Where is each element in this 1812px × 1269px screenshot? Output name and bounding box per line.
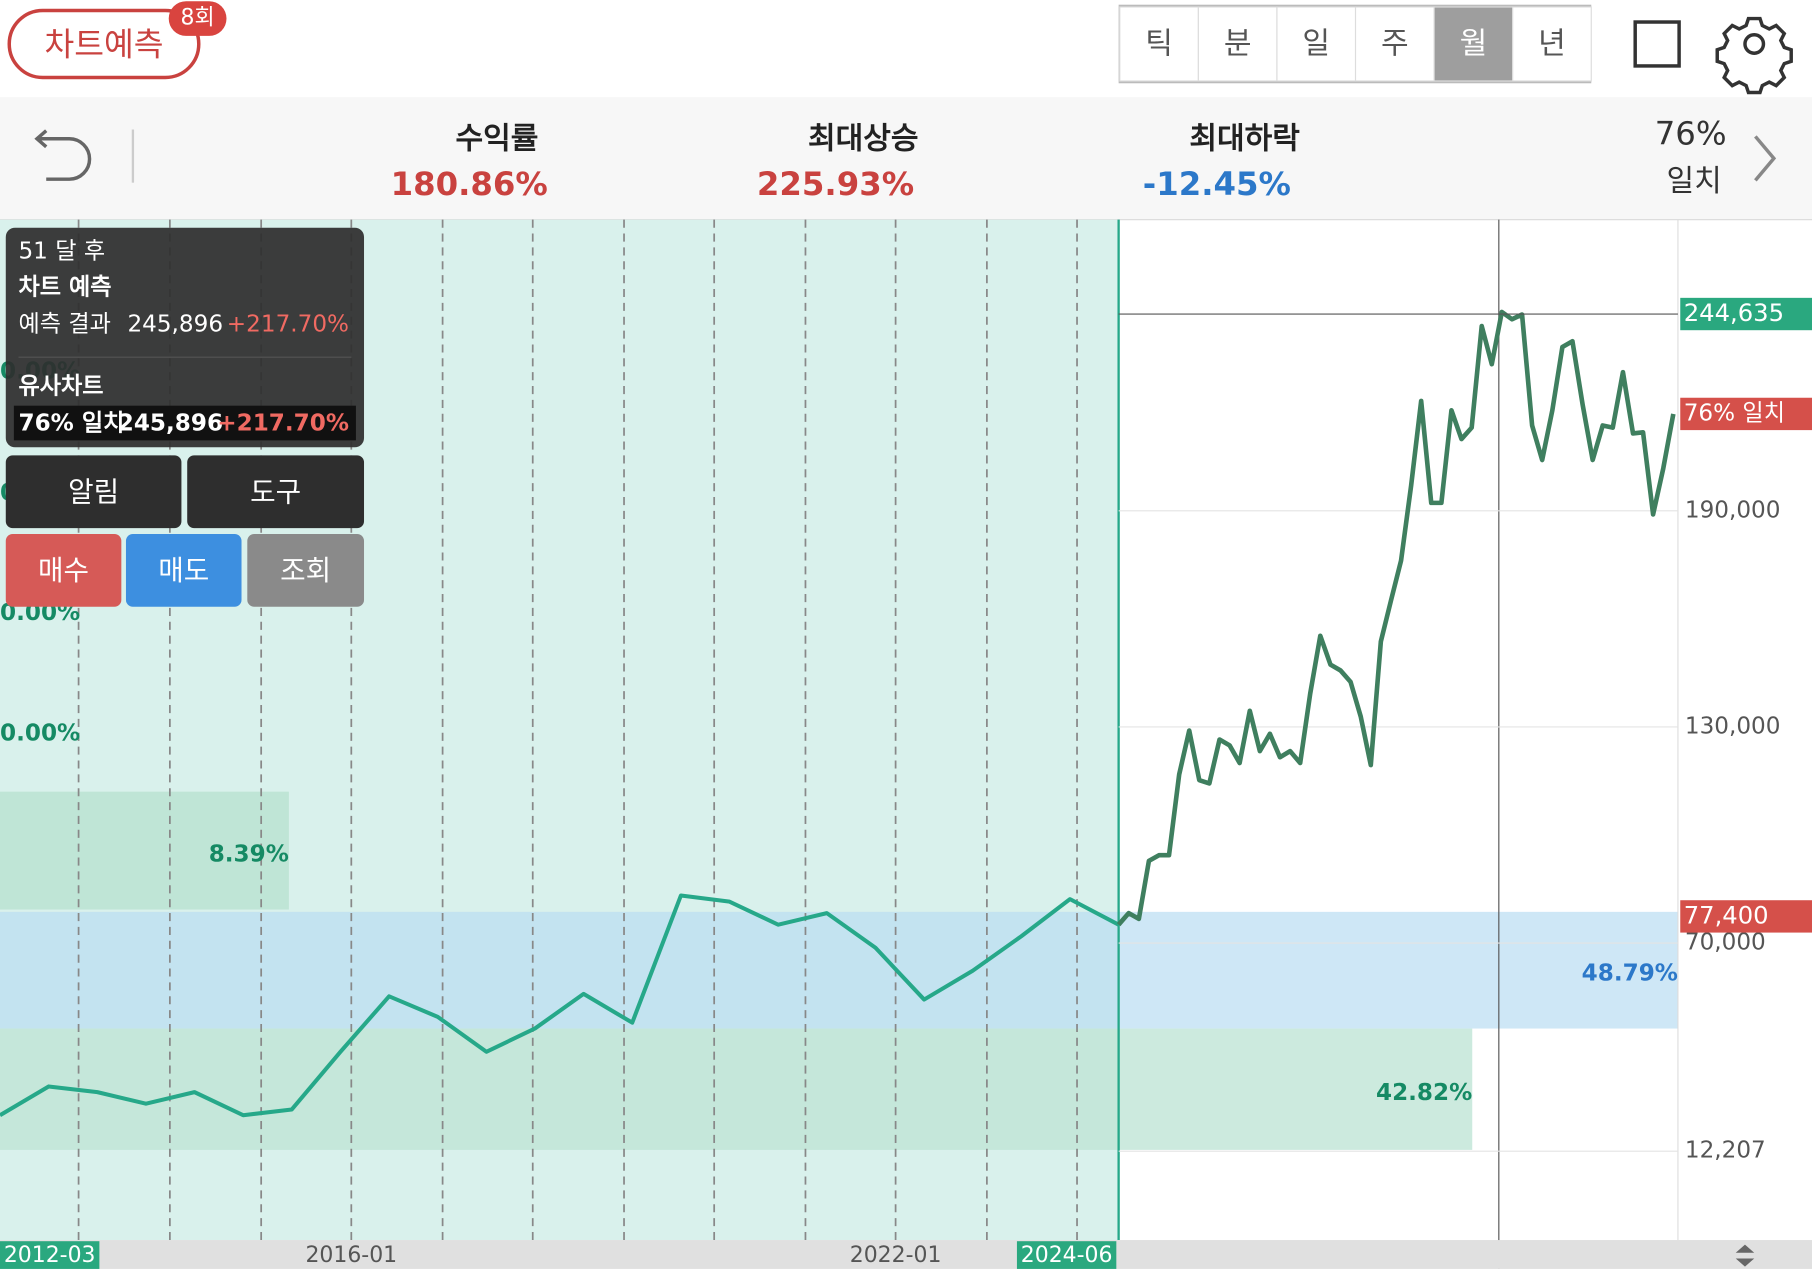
band — [0, 791, 289, 910]
tab[interactable] — [1276, 6, 1357, 82]
badge-label: 8회 — [181, 6, 215, 31]
band — [0, 1028, 1473, 1150]
settings-icon[interactable] — [1715, 16, 1793, 95]
action-button[interactable] — [247, 533, 365, 607]
panel-label: 76% 일치 — [18, 411, 124, 437]
tab-label: 월 — [1460, 27, 1488, 62]
predict-button-label: 차트예측 — [44, 25, 163, 63]
y-tick-label: 130,000 — [1685, 713, 1781, 739]
y-tick-label: 70,000 — [1685, 930, 1766, 956]
match-tag-label: 76% 일치 — [1684, 400, 1785, 426]
tab-label: 일 — [1302, 27, 1330, 62]
date-label: 2022-01 — [850, 1243, 942, 1268]
tab[interactable] — [1512, 6, 1592, 82]
tab-label: 주 — [1381, 27, 1409, 62]
fullscreen-icon[interactable] — [1633, 20, 1681, 68]
date-label: 2024-06 — [1021, 1243, 1113, 1268]
stats-bar — [0, 97, 1812, 220]
panel-row — [13, 405, 356, 441]
band-label: 48.79% — [1582, 961, 1678, 987]
action-button-label: 알림 — [68, 476, 119, 509]
tab-label: 년 — [1538, 27, 1566, 62]
price-tag-label: 244,635 — [1684, 298, 1784, 327]
stat-value: -12.45% — [1143, 165, 1291, 203]
zero-label: 0.00% — [0, 720, 80, 746]
info-panel — [5, 227, 365, 448]
action-button-label: 도구 — [250, 476, 301, 509]
date-tag — [0, 1241, 100, 1269]
date-label: 2012-03 — [4, 1243, 96, 1268]
tab-label: 분 — [1224, 27, 1252, 62]
action-button[interactable] — [125, 533, 242, 607]
panel-change: +217.70% — [227, 311, 349, 337]
panel-price: 245,896 — [118, 411, 223, 437]
action-button[interactable] — [187, 455, 365, 529]
tab[interactable] — [1354, 6, 1435, 82]
stat-value: 180.86% — [391, 165, 548, 203]
stat-label: 최대상승 — [808, 121, 919, 156]
panel-title: 차트 예측 — [18, 274, 111, 300]
price-tag — [1680, 297, 1812, 331]
tab[interactable] — [1197, 6, 1278, 82]
price-line — [1116, 309, 1676, 927]
price-line — [0, 893, 1120, 1118]
panel-period: 51 달 후 — [18, 238, 105, 264]
panel-label: 예측 결과 — [18, 311, 110, 337]
band-label: 8.39% — [209, 842, 289, 868]
panel-title: 유사차트 — [18, 374, 103, 400]
stat-label: 최대하락 — [1189, 121, 1300, 156]
action-button[interactable] — [5, 533, 122, 607]
y-tick-label: 12,207 — [1685, 1138, 1766, 1164]
stat-value: 225.93% — [757, 165, 914, 203]
match-tag — [1680, 397, 1812, 431]
panel-change: +217.70% — [217, 411, 349, 437]
undo-icon[interactable] — [34, 129, 92, 181]
y-tick-label: 190,000 — [1685, 497, 1781, 523]
match-label: 일치 — [1666, 164, 1721, 199]
action-button[interactable] — [5, 455, 182, 529]
badge — [168, 1, 227, 36]
price-tag — [1680, 900, 1812, 933]
band-label: 42.82% — [1376, 1080, 1472, 1106]
tab[interactable] — [1433, 6, 1514, 82]
date-label: 2016-01 — [305, 1243, 397, 1268]
date-bar — [0, 1240, 1812, 1269]
tab[interactable] — [1119, 6, 1199, 82]
action-button-label: 매도 — [158, 554, 209, 587]
date-tag — [1016, 1241, 1117, 1269]
tab-label: 틱 — [1145, 27, 1173, 62]
scroll-icon[interactable] — [1735, 1244, 1755, 1267]
action-button-label: 조회 — [280, 554, 331, 587]
band — [0, 911, 1678, 1029]
price-tag-label: 77,400 — [1684, 900, 1769, 929]
predict-button[interactable] — [7, 8, 201, 80]
panel-price: 245,896 — [127, 311, 223, 337]
match-percent: 76% — [1655, 114, 1727, 152]
action-button-label: 매수 — [38, 554, 89, 587]
stat-label: 수익률 — [455, 121, 538, 156]
next-arrow[interactable] — [1754, 135, 1777, 182]
